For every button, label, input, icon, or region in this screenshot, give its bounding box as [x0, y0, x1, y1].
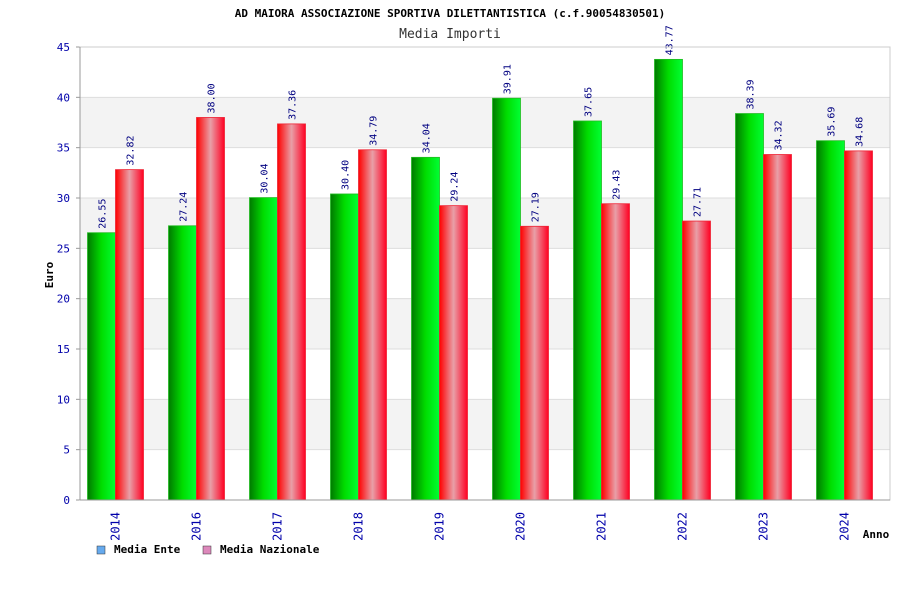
bar-media-nazionale-2017	[277, 123, 306, 501]
value-label-media-nazionale-2019: 29.24	[450, 172, 461, 202]
legend: Media Ente Media Nazionale	[96, 543, 320, 556]
x-tick-label: 2023	[757, 512, 771, 541]
bar-media-ente-2016	[168, 225, 197, 501]
value-label-media-nazionale-2022: 27.71	[693, 187, 704, 217]
bar-media-nazionale-2022	[682, 220, 711, 501]
x-tick-label: 2019	[433, 512, 447, 541]
grid-band	[80, 47, 890, 98]
value-label-media-ente-2017: 30.04	[260, 163, 271, 193]
bar-media-ente-2020	[492, 97, 521, 501]
y-tick-label: 15	[57, 343, 70, 356]
value-label-media-nazionale-2020: 27.19	[531, 192, 542, 222]
y-tick-label: 5	[63, 444, 70, 457]
x-tick-label: 2018	[352, 512, 366, 541]
x-axis-label: Anno	[863, 528, 890, 541]
x-tick-label: 2017	[271, 512, 285, 541]
x-tick-label: 2014	[109, 512, 123, 541]
axes: 0 5 10 15 20 25 30 35 40 45 2014 2016 2017 2018 2019 20…	[57, 41, 891, 541]
bar-media-nazionale-2023	[763, 154, 792, 501]
bar-media-nazionale-2019	[439, 205, 468, 501]
value-label-media-ente-2024: 35.69	[827, 107, 838, 137]
value-label-media-ente-2022: 43.77	[665, 25, 676, 55]
y-tick-label: 45	[57, 41, 70, 54]
bar-media-ente-2017	[249, 197, 278, 501]
x-tick-label: 2022	[676, 512, 690, 541]
value-labels: 26.55 32.82 27.24 38.00 30.04 37.36 30.40 34.79…	[98, 25, 866, 228]
x-tick-label: 2016	[190, 512, 204, 541]
y-tick-label: 25	[57, 242, 70, 255]
bar-media-ente-2024	[816, 140, 845, 501]
value-label-media-nazionale-2017: 37.36	[288, 90, 299, 120]
value-label-media-ente-2019: 34.04	[422, 123, 433, 153]
bar-media-nazionale-2016	[196, 117, 225, 501]
value-label-media-ente-2018: 30.40	[341, 160, 352, 190]
value-label-media-ente-2014: 26.55	[98, 199, 109, 229]
y-tick-label: 20	[57, 293, 70, 306]
bar-media-nazionale-2014	[115, 169, 144, 501]
bar-media-ente-2023	[735, 113, 764, 501]
value-label-media-nazionale-2014: 32.82	[126, 136, 137, 166]
bar-media-ente-2019	[411, 156, 440, 501]
legend-label-media-ente: Media Ente	[114, 543, 181, 556]
x-tick-label: 2021	[595, 512, 609, 541]
legend-swatch-media-nazionale	[202, 545, 212, 555]
bar-media-ente-2022	[654, 58, 683, 501]
bar-media-ente-2018	[330, 193, 359, 501]
value-label-media-ente-2016: 27.24	[179, 192, 190, 222]
bar-media-nazionale-2020	[520, 225, 549, 501]
chart-title: AD MAIORA ASSOCIAZIONE SPORTIVA DILETTAN…	[235, 7, 665, 20]
y-tick-label: 0	[63, 494, 70, 507]
bar-media-ente-2021	[573, 120, 602, 501]
value-label-media-ente-2021: 37.65	[584, 87, 595, 117]
value-label-media-ente-2020: 39.91	[503, 64, 514, 94]
bar-media-ente-2014	[87, 232, 116, 501]
value-label-media-nazionale-2023: 34.32	[774, 120, 785, 150]
y-axis-label: Euro	[43, 261, 56, 288]
bar-media-nazionale-2021	[601, 203, 630, 501]
legend-label-media-nazionale: Media Nazionale	[220, 543, 320, 556]
bars	[87, 58, 873, 501]
y-tick-label: 10	[57, 393, 70, 406]
y-tick-label: 30	[57, 192, 70, 205]
value-label-media-ente-2023: 38.39	[746, 79, 757, 109]
chart-subtitle: Media Importi	[399, 27, 501, 42]
legend-swatch-media-ente	[96, 545, 106, 555]
value-label-media-nazionale-2018: 34.79	[369, 116, 380, 146]
y-tick-label: 40	[57, 91, 70, 104]
value-label-media-nazionale-2021: 29.43	[612, 170, 623, 200]
value-label-media-nazionale-2024: 34.68	[855, 117, 866, 147]
bar-media-nazionale-2018	[358, 149, 387, 501]
bar-media-nazionale-2024	[844, 150, 873, 501]
y-tick-label: 35	[57, 142, 70, 155]
x-tick-label: 2024	[838, 512, 852, 541]
value-label-media-nazionale-2016: 38.00	[207, 83, 218, 113]
x-tick-label: 2020	[514, 512, 528, 541]
